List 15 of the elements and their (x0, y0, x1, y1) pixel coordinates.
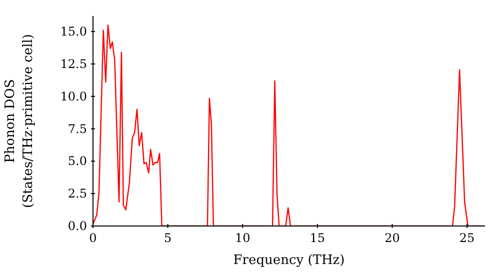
x-tick-label: 10 (234, 231, 250, 245)
x-tick-label: 20 (384, 231, 400, 245)
x-tick-label: 15 (310, 231, 326, 245)
x-tick-label: 5 (164, 231, 172, 245)
x-tick-label: 25 (459, 231, 475, 245)
x-tick-label: 0 (89, 231, 97, 245)
y-tick-label: 10.0 (60, 89, 87, 104)
y-tick-label: 15.0 (60, 24, 87, 39)
y-tick-label: 2.5 (68, 186, 87, 201)
y-tick-label: 7.5 (68, 122, 87, 136)
y-tick-label: 5.0 (68, 154, 87, 168)
y-tick-label: 12.5 (60, 56, 87, 71)
y-tick-label: 0.0 (68, 219, 87, 233)
x-axis-title: Frequency (THz) (233, 253, 345, 268)
y-axis-title: Phonon DOS (States/THz·primitive cell) (3, 34, 36, 208)
